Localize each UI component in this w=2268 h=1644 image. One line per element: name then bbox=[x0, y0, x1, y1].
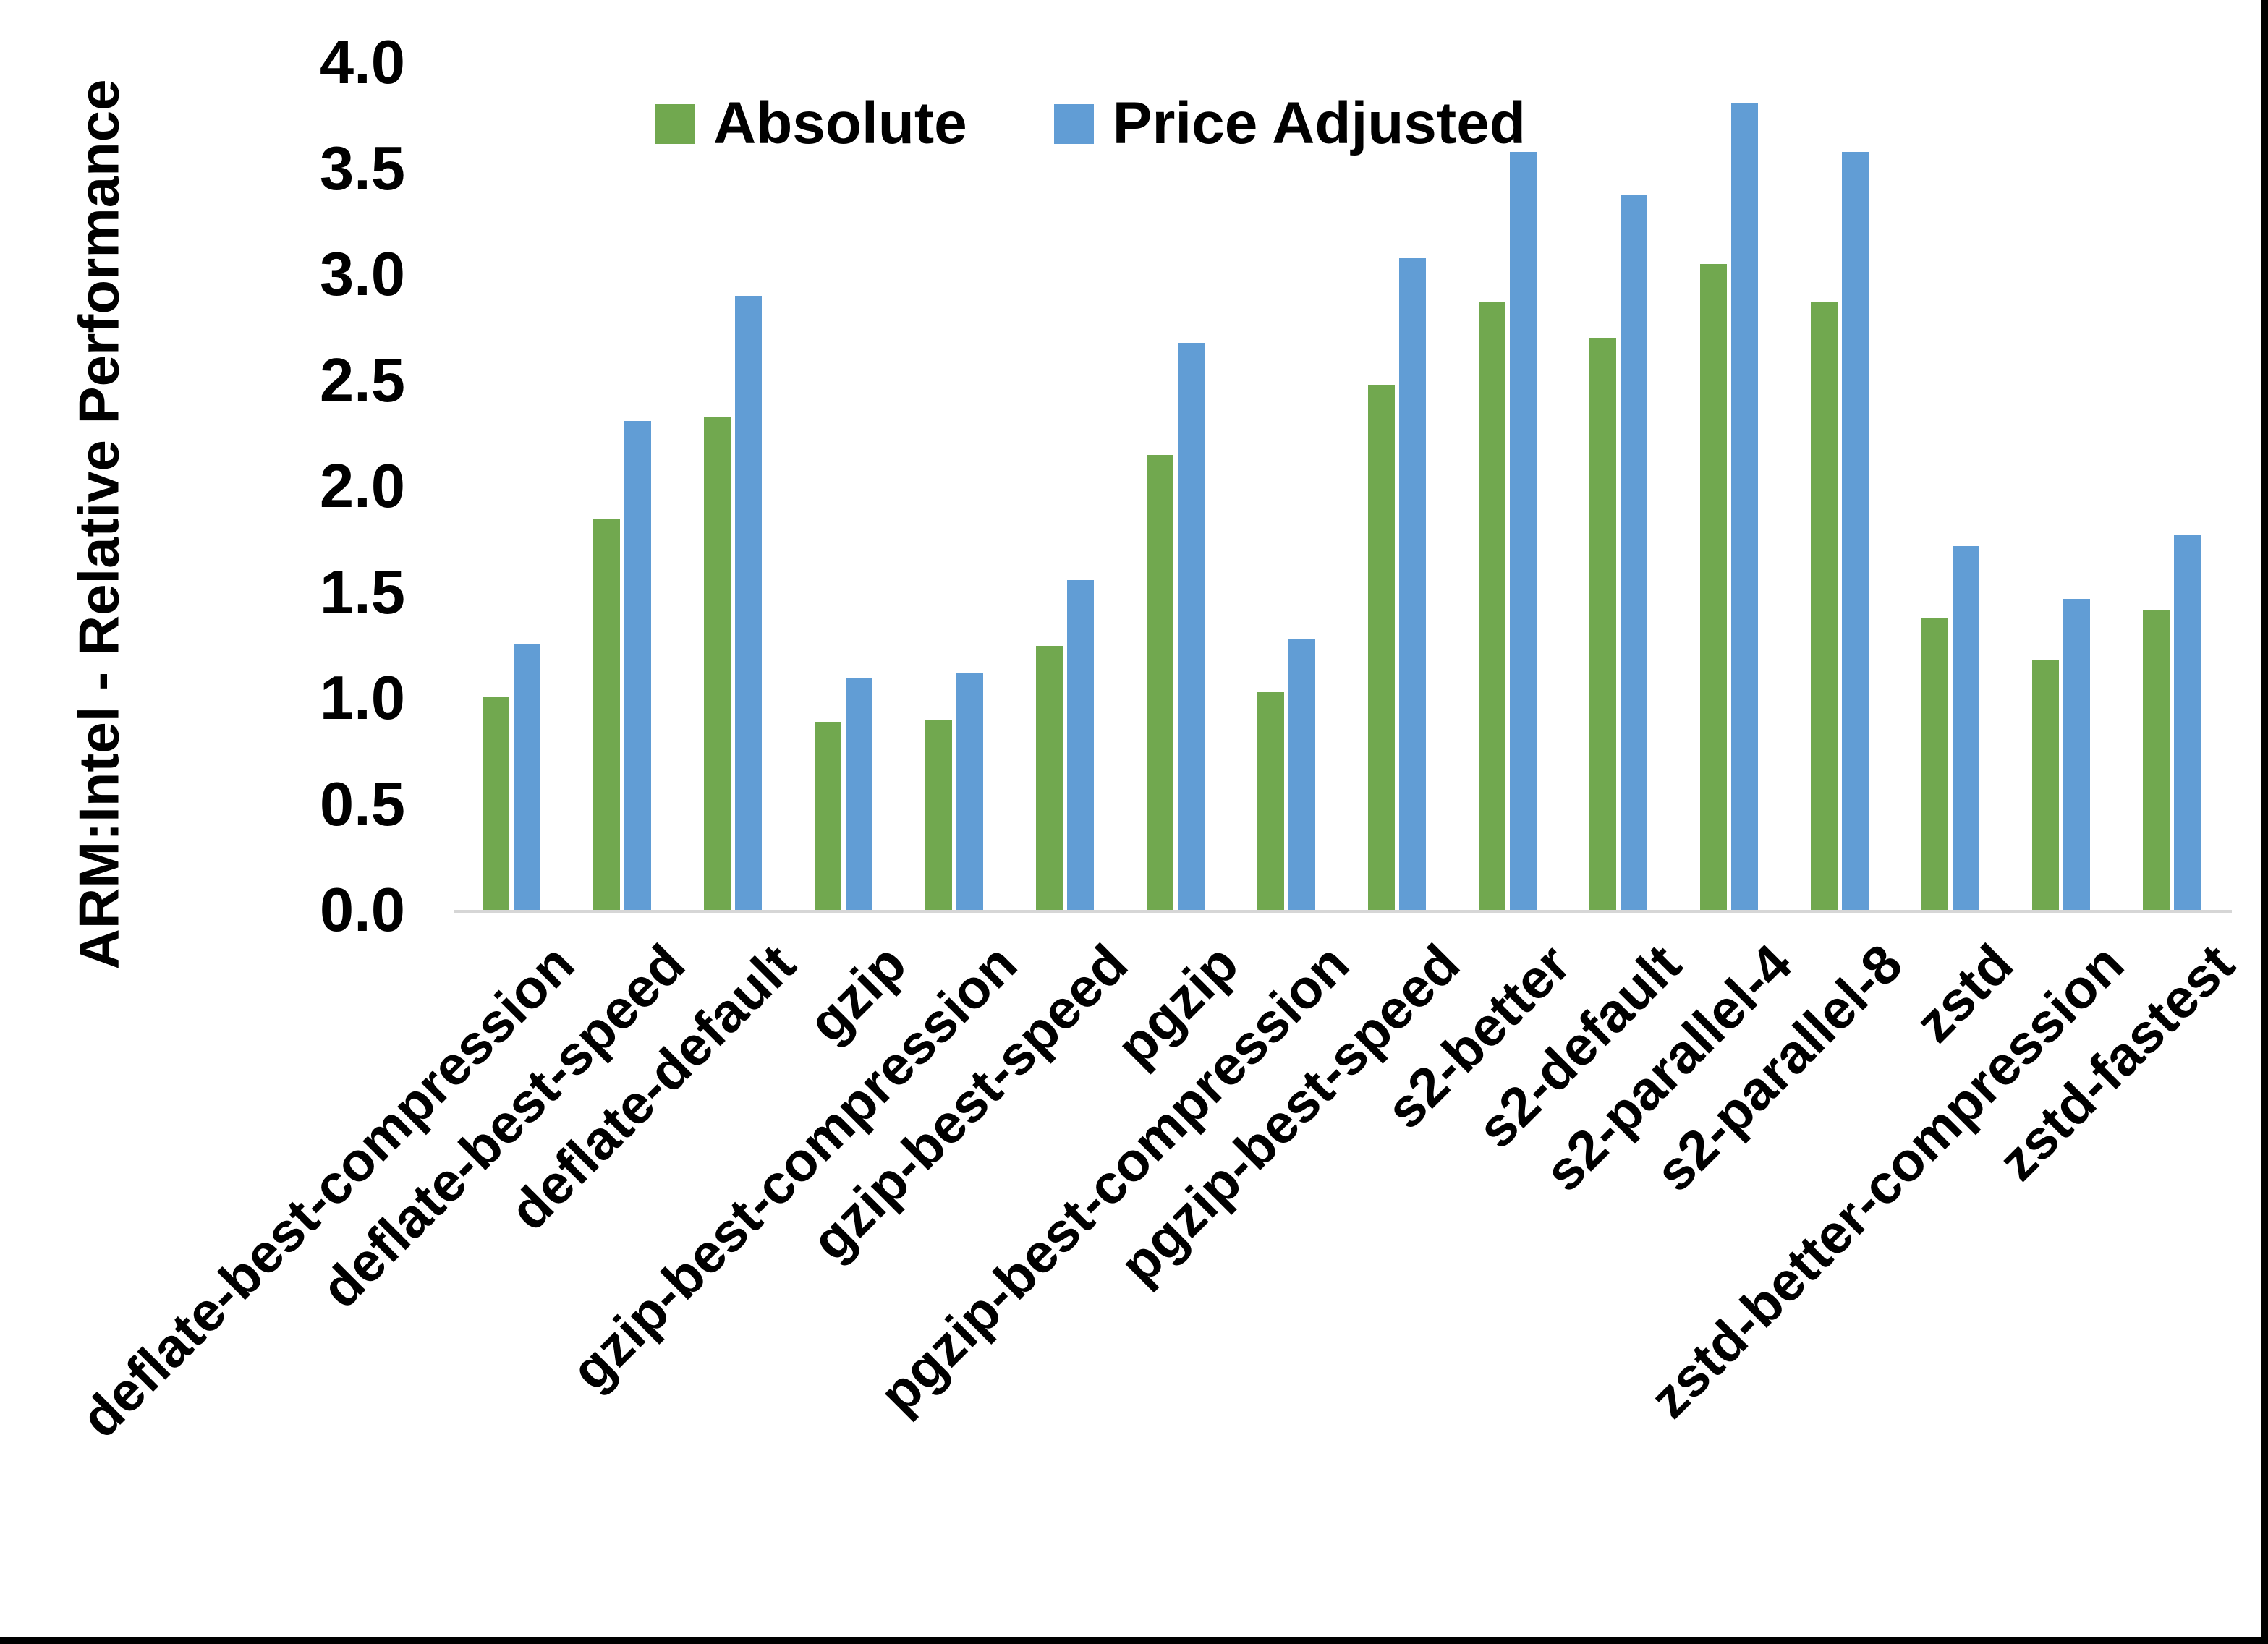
legend-swatch-icon bbox=[655, 103, 695, 144]
bar-price-adjusted bbox=[1288, 639, 1315, 911]
bar-price-adjusted bbox=[2063, 599, 2090, 911]
bar-price-adjusted bbox=[846, 678, 872, 911]
bar-price-adjusted bbox=[1510, 152, 1537, 911]
frame-border-right bbox=[2261, 0, 2268, 1644]
y-tick-label: 1.0 bbox=[319, 664, 405, 733]
bar-absolute bbox=[1257, 692, 1284, 911]
bar-absolute bbox=[704, 417, 731, 911]
bar-absolute bbox=[1036, 646, 1063, 911]
bar-price-adjusted bbox=[624, 421, 651, 911]
bar-absolute bbox=[1811, 302, 1838, 911]
bar-absolute bbox=[815, 722, 841, 911]
bar-absolute bbox=[1700, 264, 1727, 911]
bar-price-adjusted bbox=[1067, 580, 1094, 911]
legend-label: Absolute bbox=[713, 90, 967, 156]
bar-absolute bbox=[2143, 610, 2170, 911]
bar-price-adjusted bbox=[1731, 103, 1758, 911]
bar-absolute bbox=[483, 697, 509, 911]
bar-price-adjusted bbox=[1621, 195, 1647, 911]
legend-item: Absolute bbox=[655, 94, 967, 153]
y-tick-label: 2.5 bbox=[319, 346, 405, 415]
y-tick-label: 2.0 bbox=[319, 452, 405, 521]
y-tick-label: 4.0 bbox=[319, 28, 405, 97]
legend-swatch-icon bbox=[1053, 103, 1094, 144]
x-axis-line bbox=[454, 910, 2232, 913]
y-axis-title: ARM:Intel - Relative Performance bbox=[67, 79, 131, 970]
bar-price-adjusted bbox=[514, 644, 540, 911]
y-tick-label: 3.5 bbox=[319, 134, 405, 203]
bar-absolute bbox=[925, 720, 952, 911]
y-tick-label: 3.0 bbox=[319, 240, 405, 309]
bar-price-adjusted bbox=[1399, 258, 1426, 911]
legend-label: Price Adjusted bbox=[1112, 90, 1526, 156]
legend: Absolute Price Adjusted bbox=[655, 94, 1526, 153]
bar-absolute bbox=[1921, 618, 1948, 911]
y-tick-label: 1.5 bbox=[319, 558, 405, 627]
bar-price-adjusted bbox=[735, 296, 762, 911]
bar-price-adjusted bbox=[1178, 343, 1205, 911]
y-tick-label: 0.0 bbox=[319, 876, 405, 945]
bar-price-adjusted bbox=[2174, 535, 2201, 911]
bar-absolute bbox=[2032, 660, 2059, 911]
bar-price-adjusted bbox=[1953, 546, 1979, 911]
bar-absolute bbox=[1368, 385, 1395, 911]
bar-absolute bbox=[1147, 455, 1173, 911]
legend-item: Price Adjusted bbox=[1053, 90, 1526, 156]
y-tick-label: 0.5 bbox=[319, 770, 405, 839]
bar-absolute bbox=[1479, 302, 1505, 911]
frame-border-bottom bbox=[0, 1637, 2268, 1644]
bar-absolute bbox=[593, 519, 620, 911]
bar-absolute bbox=[1589, 338, 1616, 911]
bar-price-adjusted bbox=[956, 673, 983, 911]
bar-price-adjusted bbox=[1842, 152, 1869, 911]
